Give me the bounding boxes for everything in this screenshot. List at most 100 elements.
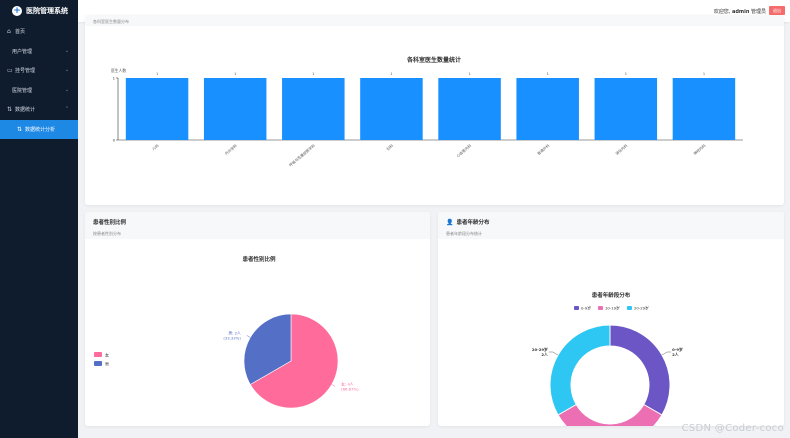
sidebar-item-label: 数据统计 [15,107,36,114]
sidebar-item-label: 医院管理 [12,87,33,94]
card-head: 患者性别比例 按患者性别分布 [85,212,430,239]
bar-data-label: 1 [625,72,627,76]
app-logo[interactable]: + 医院管理系统 [0,0,78,22]
chevron-down-icon: ⌄ [64,67,69,73]
bar-data-label: 1 [703,72,705,76]
user-icon: 👤 [446,218,454,226]
legend-label: 女 [105,351,109,357]
legend-label: 20-29岁 [634,306,649,311]
username: admin [731,9,750,15]
bar-data-label: 1 [234,72,236,76]
donut-slice-label: 20-29岁 [532,347,548,352]
sidebar-item-label: 数据统计分析 [25,126,56,133]
chart-title: 各科室医生数量统计 [406,56,461,64]
bar [672,78,736,140]
logout-button[interactable]: 退出 [769,6,785,15]
pie-slice [243,313,292,385]
legend-label: 0-9岁 [581,306,591,311]
bar-data-label: 1 [156,72,158,76]
donut-slice [549,324,611,416]
card-head: 👤 患者年龄分布 患者年龄段分布统计 [438,212,784,239]
home-icon: ⌂ [7,28,11,36]
x-tick-label: 神经内科 [692,143,707,156]
sidebar-item-hospital[interactable]: 医院管理 ⌄ [0,81,78,101]
chevron-down-icon: ⌄ [64,86,69,93]
card-head: 各科室医生数量分布 [85,15,784,26]
y-axis-label: 医生人数 [111,68,126,73]
bar-data-label: 1 [468,72,470,76]
pie-leader-line [246,335,251,338]
x-tick-label: 普通外科 [536,143,551,156]
card-title-row: 👤 患者年龄分布 [446,218,776,227]
sidebar-item-label: 首页 [15,29,26,36]
legend-swatch [598,306,603,310]
bar [594,78,658,140]
chevron-up-icon: ⌃ [64,106,69,112]
age-distribution-card: 👤 患者年龄分布 患者年龄段分布统计 患者年龄段分布 0-9岁 10-19岁 20-2… [438,212,784,426]
sidebar-item-statistics-analysis[interactable]: ⇅ 数据统计分析 [0,119,78,139]
pie-slice-percent: (33.33%) [223,336,241,341]
donut-leader-line [661,351,672,356]
doctor-stats-card: 各科室医生数量分布 各科室医生数量统计医生人数 0 1 1 儿科 1 内分泌科 1 呼吸与危重症… [85,15,784,205]
pie-slice-label: 女: 4人 [341,382,354,387]
bar [438,78,501,140]
chart-title: 患者年龄段分布 [592,291,631,299]
y-tick-label: 1 [113,75,116,80]
hospital-cross-icon: + [12,6,22,16]
watermark: CSDN @Coder-coco [681,423,784,434]
chevron-down-icon: ⌄ [64,47,69,54]
legend-label: 男 [105,361,109,366]
swap-icon: ⇅ [7,106,13,114]
pie-slice-percent: (66.67%) [341,387,359,392]
pie-leader-line [331,384,336,387]
bar [360,78,423,140]
bar [125,78,189,140]
legend-swatch [94,352,102,357]
user-role: 管理员 [750,9,766,15]
sidebar-item-users[interactable]: 用户管理 ⌄ [0,42,78,62]
bar [203,78,267,140]
age-donut-chart: 患者年龄段分布0-9岁10-19岁20-29岁0-9岁2人10-19岁2人20-… [532,291,683,426]
x-tick-label: 心血管内科 [455,143,472,159]
welcome-label: 欢迎您, [713,9,731,15]
chart-title: 患者性别比例 [242,255,276,263]
sidebar-item-label: 挂号管理 [15,68,36,75]
pie-slice [249,313,339,409]
card-subtitle: 按患者性别分布 [93,231,121,236]
x-tick-label: 呼吸与危重症医学科 [288,143,316,168]
register-icon: ▭ [7,67,13,75]
donut-slice-value: 2人 [672,352,679,357]
sidebar-item-home[interactable]: ⌂ 首页 [0,22,78,42]
card-title: 患者性别比例 [93,220,127,226]
donut-slice [609,324,671,416]
bar-data-label: 1 [547,72,549,76]
y-tick-label: 0 [113,137,116,142]
x-tick-label: 内分泌科 [224,143,239,156]
donut-slice-label: 0-9岁 [672,347,683,352]
legend-label: 10-19岁 [605,306,620,311]
sidebar-item-statistics[interactable]: ⇅ 数据统计 ⌃ [0,100,78,120]
legend-swatch [627,306,632,310]
card-subtitle: 患者年龄段分布统计 [446,231,482,236]
sidebar-item-label: 用户管理 [12,48,33,55]
x-tick-label: 消化内科 [614,143,629,156]
welcome-text: 欢迎您, admin 管理员 [714,8,766,15]
pie-slice-label: 男: 2人 [228,331,241,336]
bar [516,78,579,140]
swap-icon: ⇅ [17,125,23,133]
bar-data-label: 1 [312,72,314,76]
bar-data-label: 1 [390,72,392,76]
donut-leader-line [548,351,559,356]
app-title: 医院管理系统 [26,7,68,15]
sidebar-item-registration[interactable]: ▭ 挂号管理 ⌄ [0,61,78,81]
x-tick-label: 儿科 [151,143,160,152]
donut-slice-value: 2人 [541,352,548,357]
legend-swatch [574,306,579,310]
bar [282,78,345,140]
donut-slice [557,403,663,426]
sidebar: + 医院管理系统 ⌂ 首页 用户管理 ⌄ ▭ 挂号管理 ⌄ 医院管理 ⌄ ⇅ 数… [0,0,78,438]
x-tick-label: 妇科 [385,143,394,152]
legend-swatch [94,361,102,366]
